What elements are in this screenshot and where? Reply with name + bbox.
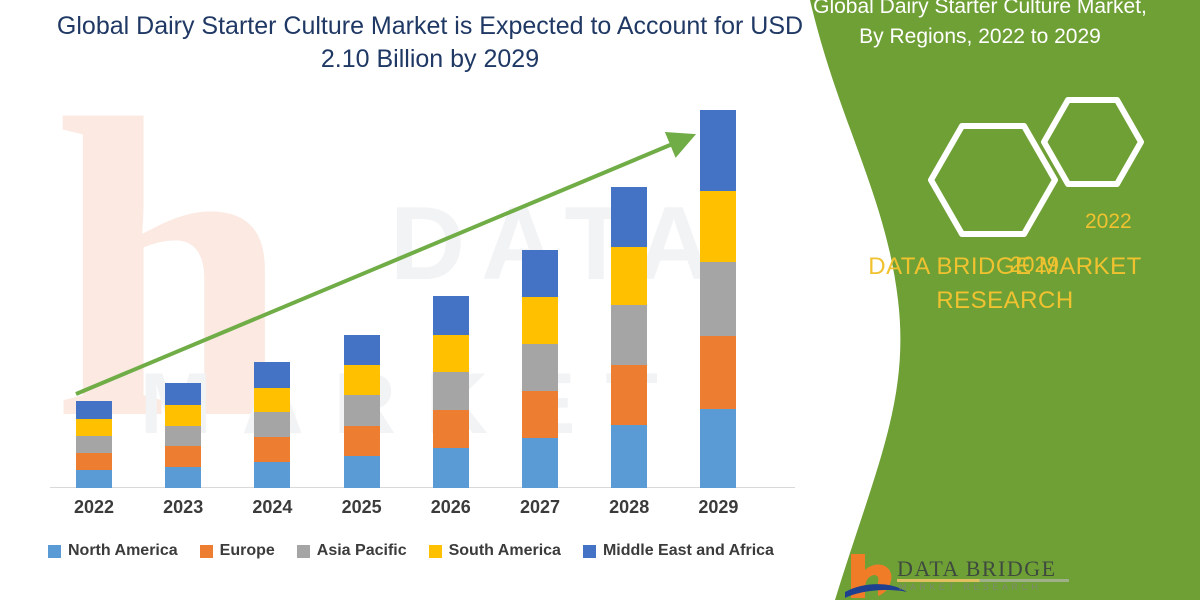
legend-item[interactable]: Asia Pacific: [296, 542, 407, 560]
bar-segment: [611, 305, 648, 365]
bar-2025[interactable]: [343, 334, 380, 488]
hexagon-group: 2022 2029: [870, 88, 1180, 277]
bar-segment: [343, 334, 380, 365]
bar-segment: [432, 334, 469, 372]
hexagon-shapes: [928, 97, 1144, 237]
legend-label: Europe: [219, 542, 275, 559]
bar-segment: [165, 404, 202, 426]
panel-shape: [780, 0, 1200, 600]
bar-segment: [611, 365, 648, 425]
logo-mark-icon: [845, 554, 907, 598]
brand-line-1: DATA BRIDGE MARKET: [868, 253, 1142, 280]
bar-segment: [700, 191, 737, 263]
databridge-logo: DATA BRIDGE MARKET RESEARCH: [845, 552, 1145, 600]
bar-segment: [254, 462, 291, 488]
bar-segment: [76, 453, 112, 470]
hexagon-label-2022: 2022: [1085, 210, 1132, 233]
x-axis-label-2023: 2023: [163, 497, 204, 517]
x-axis-labels: 2022 2023 2024 2025 2026 2027 2028 2029: [0, 497, 820, 525]
x-axis-label-2026: 2026: [430, 497, 471, 517]
chart-legend: North America Europe Asia Pacific South Ame…: [48, 538, 808, 564]
panel-heading-line1: Global Dairy Starter Culture Market,: [813, 0, 1147, 18]
bar-segment: [165, 383, 202, 405]
bar-segment: [343, 395, 380, 426]
bar-2022[interactable]: [76, 401, 112, 488]
legend-label: South America: [448, 542, 561, 559]
bar-2027[interactable]: [522, 249, 558, 488]
legend-label: Middle East and Africa: [602, 542, 774, 559]
bar-segment: [611, 246, 648, 306]
x-axis-label-2024: 2024: [252, 497, 293, 517]
bar-2029[interactable]: [700, 110, 737, 488]
bar-segment: [522, 297, 558, 344]
legend-swatch-icon: [582, 544, 596, 558]
bar-segment: [165, 446, 202, 467]
bar-segment: [432, 296, 469, 335]
bar-2026[interactable]: [432, 296, 469, 488]
bar-segment: [76, 401, 112, 420]
bar-segment: [343, 456, 380, 488]
bar-segment: [254, 387, 291, 413]
stacked-bar-chart: 2022 2023 2024 2025 2026 2027 2028 2029: [0, 110, 820, 525]
panel-heading: Global Dairy Starter Culture Market, By …: [780, 0, 1180, 52]
x-axis-label-2029: 2029: [698, 497, 739, 517]
bar-segment: [611, 424, 648, 488]
legend-swatch-icon: [428, 544, 442, 558]
legend-item[interactable]: North America: [48, 542, 178, 560]
bar-segment: [343, 425, 380, 457]
bar-segment: [165, 425, 202, 447]
legend-swatch-icon: [48, 544, 61, 558]
bar-segment: [76, 469, 112, 488]
legend-label: North America: [68, 542, 178, 559]
bar-segment: [76, 419, 112, 437]
panel-heading-line2: By Regions, 2022 to 2029: [859, 25, 1101, 48]
bar-segment: [611, 186, 648, 247]
bar-segment: [700, 110, 737, 192]
page-title: Global Dairy Starter Culture Market is E…: [56, 12, 804, 73]
legend-label: Asia Pacific: [316, 542, 407, 559]
bar-segment: [700, 262, 737, 336]
legend-item[interactable]: South America: [428, 542, 561, 560]
bar-segment: [522, 390, 558, 439]
x-axis-label-2022: 2022: [73, 497, 115, 517]
bar-segment: [254, 412, 291, 438]
logo-tagline: MARKET RESEARCH: [899, 582, 1042, 592]
bar-2024[interactable]: [254, 361, 291, 488]
bar-segment: [700, 408, 737, 488]
brand-name: DATA BRIDGE MARKET RESEARCH: [840, 250, 1170, 318]
logo-wordmark: DATA BRIDGE: [897, 556, 1057, 581]
brand-panel: Global Dairy Starter Culture Market, By …: [780, 0, 1200, 600]
x-axis-label-2027: 2027: [519, 497, 561, 517]
legend-item[interactable]: Middle East and Africa: [582, 542, 774, 560]
bar-segment: [165, 466, 202, 488]
x-axis-line: [50, 487, 795, 488]
x-axis-label-2025: 2025: [341, 497, 382, 517]
bar-segment: [522, 249, 558, 298]
bar-segment: [432, 410, 469, 449]
logo-rule: [897, 579, 1069, 582]
bar-segment: [432, 371, 469, 411]
bar-segment: [343, 365, 380, 396]
bar-segment: [76, 436, 112, 454]
hexagon-label-2029: 2029: [1010, 252, 1059, 277]
bar-segment: [254, 437, 291, 462]
legend-item[interactable]: Europe: [199, 542, 275, 560]
legend-swatch-icon: [296, 544, 310, 558]
bar-segment: [432, 448, 469, 488]
brand-line-2: RESEARCH: [936, 287, 1074, 314]
bar-segment: [522, 438, 558, 488]
bar-segment: [254, 361, 291, 388]
chart-plot-area: [50, 110, 780, 488]
legend-swatch-icon: [199, 544, 213, 558]
bar-2028[interactable]: [611, 186, 648, 488]
x-axis-label-2028: 2028: [609, 497, 650, 517]
bar-segment: [522, 343, 558, 391]
bar-segment: [700, 335, 737, 409]
bar-2023[interactable]: [165, 383, 202, 488]
